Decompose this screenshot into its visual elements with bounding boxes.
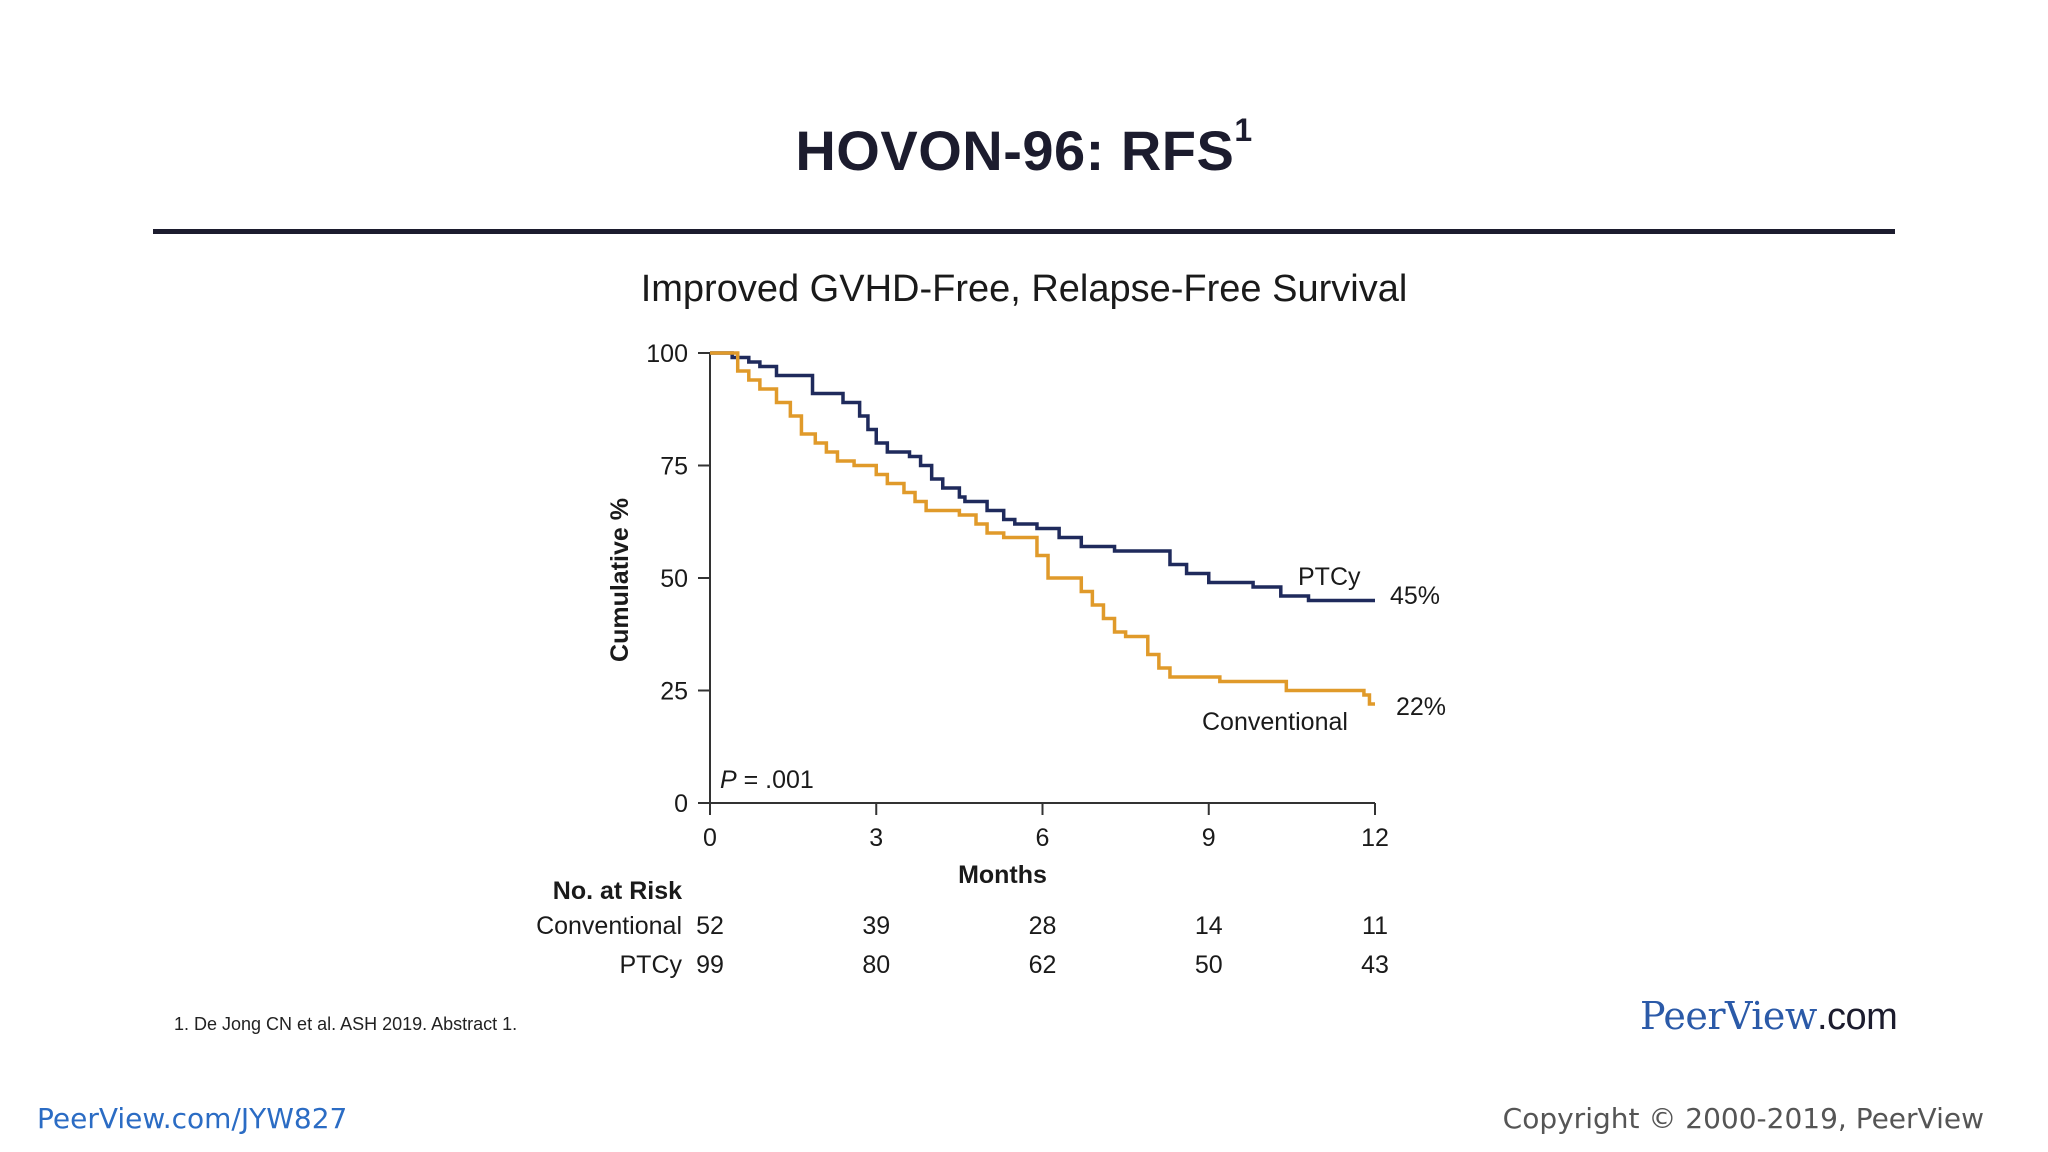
x-tick-label: 6 [1036,824,1050,852]
slide-title: HOVON-96: RFS1 [0,112,2048,183]
risk-cell: 99 [696,951,724,979]
slide-title-text: HOVON-96: RFS [795,119,1235,182]
risk-cell: 62 [1029,951,1057,979]
p-value-annotation: P = .001 [720,766,814,794]
end-value-label-conventional: 22% [1396,693,1446,721]
copyright: Copyright © 2000-2019, PeerView [1502,1102,1984,1135]
y-tick-label: 75 [660,453,688,481]
chart-title: Improved GVHD-Free, Relapse-Free Surviva… [640,268,1408,310]
x-tick-label: 3 [869,824,883,852]
title-footnote-marker: 1 [1234,112,1253,148]
p-value-symbol: P [720,766,737,794]
brand-suffix: .com [1816,996,1898,1038]
brand-name: PeerView [1640,994,1817,1038]
risk-cell: 11 [1362,912,1388,940]
x-tick-label: 9 [1202,824,1216,852]
x-tick-label: 0 [703,824,717,852]
risk-cell: 28 [1029,912,1057,940]
risk-row-label-conventional: Conventional [536,912,682,940]
series-label-conventional: Conventional [1202,708,1348,736]
title-divider [153,229,1895,234]
risk-cell: 43 [1361,951,1389,979]
y-tick-label: 25 [660,678,688,706]
risk-cell: 52 [696,912,724,940]
x-tick-label: 12 [1361,824,1389,852]
end-value-label-ptcy: 45% [1390,582,1440,610]
series-label-ptcy: PTCy [1298,563,1361,591]
risk-cell: 50 [1195,951,1223,979]
risk-cell: 39 [862,912,890,940]
brand-logo: PeerView.com [1640,994,1898,1039]
p-value-text: = .001 [737,766,814,794]
km-curve-conventional [710,351,1375,706]
risk-cell: 80 [862,951,890,979]
y-tick-label: 100 [646,340,688,368]
risk-cell: 14 [1195,912,1223,940]
y-tick-label: 50 [660,565,688,593]
y-axis-label: Cumulative % [606,498,634,662]
x-axis-label: Months [958,861,1047,889]
km-chart: 0 25 50 75 100 0 3 6 9 12 Months Cumulative % PTCy 45… [536,340,1446,979]
footer-link[interactable]: PeerView.com/JYW827 [37,1102,348,1135]
y-tick-label: 0 [674,790,688,818]
risk-table-heading: No. at Risk [553,877,682,905]
risk-row-label-ptcy: PTCy [620,951,683,979]
footnote: 1. De Jong CN et al. ASH 2019. Abstract … [174,1014,518,1034]
km-curve-ptcy [710,351,1375,603]
